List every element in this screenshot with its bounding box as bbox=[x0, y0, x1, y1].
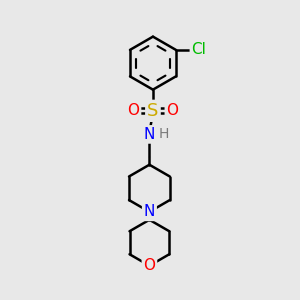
Text: Cl: Cl bbox=[191, 42, 206, 57]
Text: O: O bbox=[143, 258, 155, 273]
Text: O: O bbox=[167, 103, 178, 118]
Text: S: S bbox=[147, 102, 159, 120]
Text: N: N bbox=[144, 127, 155, 142]
Text: N: N bbox=[144, 204, 155, 219]
Text: H: H bbox=[159, 128, 169, 141]
Text: O: O bbox=[128, 103, 140, 118]
